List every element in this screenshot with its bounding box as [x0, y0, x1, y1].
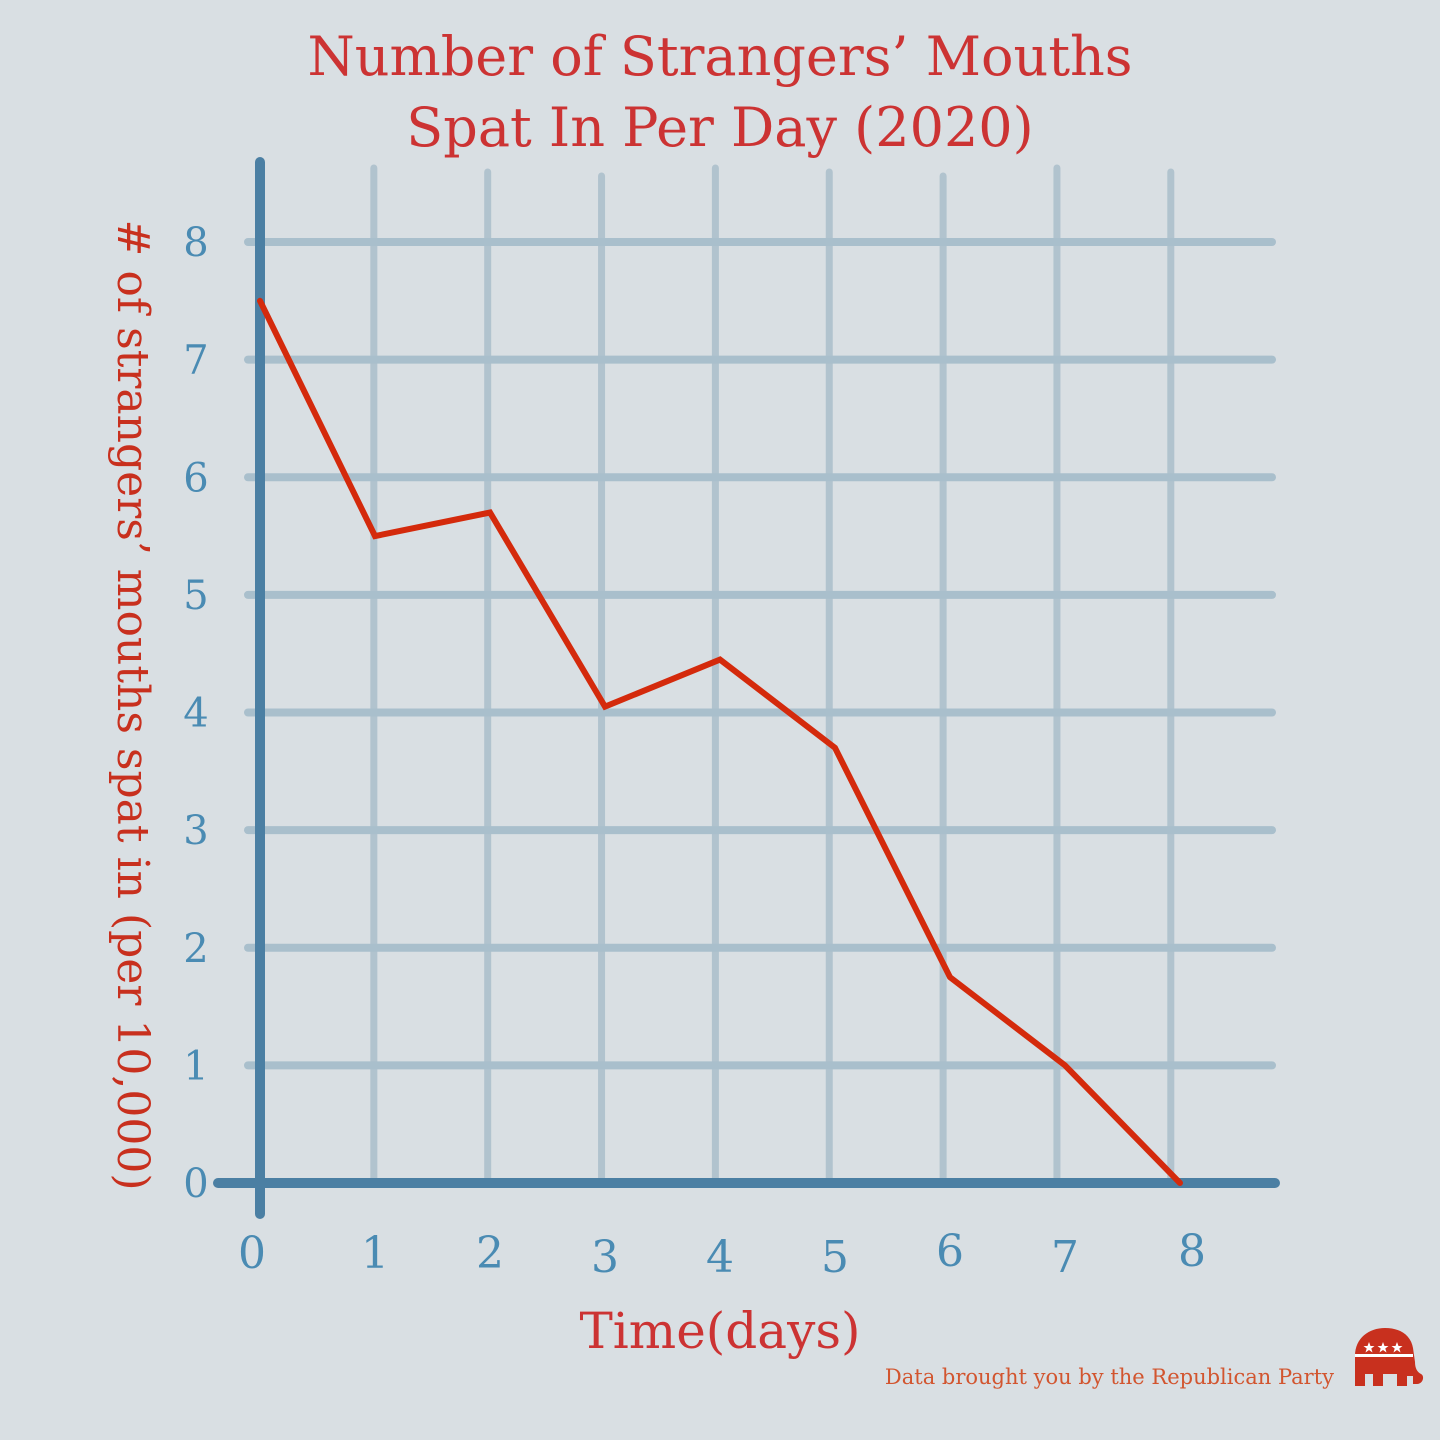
- x-tick-label: 7: [1051, 1232, 1079, 1283]
- y-tick-label: 5: [183, 573, 208, 619]
- republican-elephant-icon: [1355, 1328, 1424, 1386]
- x-tick-label: 8: [1178, 1226, 1206, 1277]
- series-line: [257, 297, 1183, 1186]
- x-tick-label: 1: [361, 1228, 389, 1279]
- x-tick-label: 2: [476, 1228, 504, 1279]
- x-tick-label: 0: [238, 1228, 266, 1279]
- y-tick-label: 7: [183, 338, 208, 384]
- y-tick-label: 0: [183, 1161, 208, 1207]
- x-tick-label: 4: [706, 1232, 734, 1283]
- series: [257, 297, 1183, 1186]
- chart-title-line-2: Spat In Per Day (2020): [406, 96, 1033, 159]
- x-axis-label: Time(days): [579, 1302, 860, 1360]
- y-tick-label: 2: [183, 926, 208, 972]
- y-tick-label: 8: [183, 220, 208, 266]
- grid: [244, 164, 1276, 1182]
- x-tick-labels: 0 1 2 3 4 5 6 7 8: [238, 1226, 1206, 1283]
- y-tick-labels: 0 1 2 3 4 5 6 7 8: [183, 220, 208, 1207]
- y-axis-label: # of strangers’ mouths spat in (per 10,0…: [107, 220, 158, 1191]
- footer-credit: Data brought you by the Republican Party: [885, 1365, 1334, 1389]
- x-tick-label: 6: [936, 1226, 964, 1277]
- y-tick-label: 4: [183, 691, 208, 737]
- chart-title-line-1: Number of Strangers’ Mouths: [307, 25, 1132, 88]
- x-tick-label: 3: [591, 1232, 619, 1283]
- x-tick-label: 5: [821, 1232, 849, 1283]
- y-tick-label: 6: [183, 455, 208, 501]
- y-tick-label: 3: [183, 808, 208, 854]
- axes: [213, 157, 1280, 1219]
- y-tick-label: 1: [183, 1043, 208, 1089]
